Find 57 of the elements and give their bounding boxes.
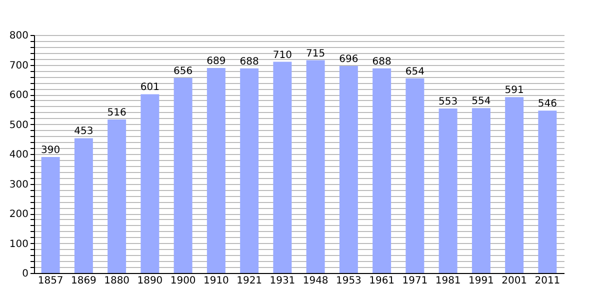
- x-tick-label: 1857: [38, 276, 64, 286]
- bar: [538, 110, 557, 273]
- data-label: 710: [272, 50, 292, 61]
- data-label: 553: [438, 96, 458, 108]
- x-tick-label: 1991: [468, 276, 494, 286]
- data-label: 696: [339, 54, 358, 65]
- data-label: 656: [174, 66, 193, 77]
- data-label: 453: [74, 126, 94, 138]
- bar: [273, 62, 292, 273]
- data-label: 554: [472, 96, 491, 108]
- bar: [108, 119, 126, 273]
- x-tick-label: 2011: [534, 276, 560, 286]
- bar: [174, 78, 192, 273]
- bar: [339, 66, 358, 273]
- x-tick-label: 2001: [502, 276, 528, 286]
- x-tick-label: 1971: [402, 276, 428, 286]
- data-label: 715: [306, 48, 326, 60]
- x-tick-label: 1900: [170, 276, 196, 286]
- y-tick-label: 200: [9, 209, 28, 220]
- x-tick-label: 1890: [137, 276, 163, 286]
- data-label: 516: [107, 107, 126, 118]
- data-label: 546: [538, 98, 557, 110]
- y-tick-label: 700: [9, 60, 28, 72]
- x-tick-label: 1948: [302, 276, 328, 286]
- x-tick-label: 1869: [70, 276, 96, 286]
- data-label: 654: [405, 66, 424, 78]
- bar: [372, 68, 392, 273]
- y-tick-label: 400: [9, 150, 28, 160]
- y-tick-label: 800: [9, 30, 28, 42]
- bar: [140, 94, 160, 273]
- x-tick-label: 1910: [203, 276, 229, 286]
- bar: [306, 60, 325, 273]
- data-label: 601: [140, 82, 160, 94]
- bar: [240, 68, 259, 273]
- x-tick-label: 1931: [270, 276, 296, 286]
- x-tick-label: 1953: [336, 276, 362, 286]
- x-tick-label: 1921: [236, 276, 262, 286]
- bar: [206, 68, 226, 273]
- y-tick-label: 100: [9, 238, 28, 250]
- x-tick-label: 1880: [104, 276, 130, 286]
- data-label: 591: [504, 85, 524, 96]
- y-tick-label: 300: [9, 179, 28, 190]
- y-tick-label: 500: [9, 120, 28, 131]
- data-label: 688: [240, 56, 259, 68]
- bar: [472, 108, 490, 273]
- data-label: 689: [206, 56, 226, 68]
- data-label: 688: [372, 56, 392, 68]
- bar: [505, 97, 524, 273]
- bar: [41, 156, 60, 273]
- y-tick-label: 600: [9, 90, 28, 101]
- data-label: 390: [41, 144, 60, 156]
- bar: [406, 78, 424, 273]
- bar: [438, 108, 458, 273]
- x-tick-label: 1981: [435, 276, 461, 286]
- bar: [74, 138, 93, 273]
- x-tick-label: 1961: [369, 276, 395, 286]
- y-tick-label: 0: [22, 268, 28, 280]
